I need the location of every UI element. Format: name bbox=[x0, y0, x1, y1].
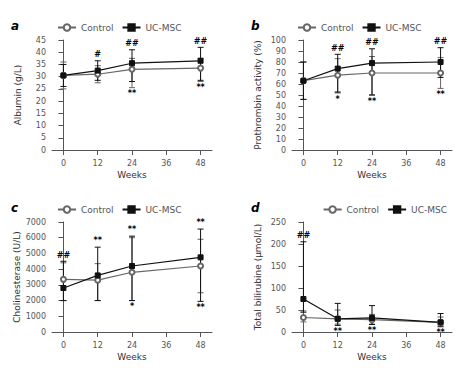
svg-text:24: 24 bbox=[127, 341, 137, 350]
svg-text:Control: Control bbox=[81, 23, 114, 33]
svg-text:##: ## bbox=[434, 37, 448, 46]
svg-text:1000: 1000 bbox=[26, 312, 46, 321]
svg-text:48: 48 bbox=[195, 341, 205, 350]
svg-text:3000: 3000 bbox=[26, 280, 46, 289]
svg-text:**: ** bbox=[368, 97, 377, 106]
svg-text:7000: 7000 bbox=[26, 218, 46, 227]
svg-text:10: 10 bbox=[276, 135, 286, 144]
svg-text:12: 12 bbox=[93, 341, 103, 350]
svg-text:30: 30 bbox=[36, 72, 46, 81]
svg-text:0: 0 bbox=[61, 159, 66, 168]
svg-text:*: * bbox=[130, 302, 135, 311]
svg-text:48: 48 bbox=[195, 159, 205, 168]
svg-text:0: 0 bbox=[281, 146, 286, 155]
svg-text:**: ** bbox=[128, 89, 137, 98]
svg-text:Prothrombin activity (%): Prothrombin activity (%) bbox=[253, 40, 263, 150]
svg-text:30: 30 bbox=[276, 113, 286, 122]
svg-text:b: b bbox=[251, 19, 260, 33]
svg-text:Cholinesterase (U/L): Cholinesterase (U/L) bbox=[12, 231, 22, 322]
svg-text:12: 12 bbox=[93, 159, 103, 168]
svg-text:Control: Control bbox=[81, 205, 114, 215]
svg-text:0: 0 bbox=[41, 328, 46, 337]
svg-text:10: 10 bbox=[36, 121, 46, 130]
svg-text:5: 5 bbox=[41, 133, 46, 142]
svg-text:c: c bbox=[11, 201, 18, 215]
svg-text:20: 20 bbox=[36, 97, 46, 106]
svg-text:20: 20 bbox=[276, 124, 286, 133]
svg-text:Control: Control bbox=[321, 23, 354, 33]
svg-text:12: 12 bbox=[333, 341, 343, 350]
svg-text:0: 0 bbox=[301, 341, 306, 350]
svg-text:Weeks: Weeks bbox=[117, 170, 147, 180]
svg-text:35: 35 bbox=[36, 60, 46, 69]
svg-text:##: ## bbox=[331, 44, 345, 53]
svg-text:36: 36 bbox=[161, 341, 171, 350]
svg-text:36: 36 bbox=[161, 159, 171, 168]
svg-text:36: 36 bbox=[401, 341, 411, 350]
svg-text:150: 150 bbox=[271, 262, 286, 271]
svg-text:Weeks: Weeks bbox=[357, 170, 387, 180]
svg-text:0: 0 bbox=[281, 328, 286, 337]
svg-text:##: ## bbox=[125, 39, 139, 48]
svg-text:**: ** bbox=[128, 225, 137, 234]
svg-text:##: ## bbox=[194, 37, 208, 46]
svg-text:48: 48 bbox=[435, 341, 445, 350]
svg-text:Control: Control bbox=[347, 205, 380, 215]
svg-text:60: 60 bbox=[276, 80, 286, 89]
svg-text:70: 70 bbox=[276, 69, 286, 78]
svg-text:**: ** bbox=[196, 83, 205, 92]
svg-text:0: 0 bbox=[301, 159, 306, 168]
svg-text:0: 0 bbox=[61, 341, 66, 350]
svg-text:0: 0 bbox=[41, 146, 46, 155]
svg-text:UC-MSC: UC-MSC bbox=[411, 205, 447, 215]
svg-text:*: * bbox=[336, 95, 341, 104]
svg-text:50: 50 bbox=[276, 91, 286, 100]
svg-text:50: 50 bbox=[276, 306, 286, 315]
svg-text:24: 24 bbox=[367, 159, 377, 168]
svg-text:**: ** bbox=[436, 328, 445, 337]
svg-text:24: 24 bbox=[127, 159, 137, 168]
svg-text:4000: 4000 bbox=[26, 265, 46, 274]
svg-text:##: ## bbox=[57, 251, 71, 260]
svg-text:**: ** bbox=[436, 90, 445, 99]
svg-text:**: ** bbox=[368, 326, 377, 335]
svg-text:2000: 2000 bbox=[26, 296, 46, 305]
svg-text:#: # bbox=[94, 50, 101, 59]
svg-text:100: 100 bbox=[271, 284, 286, 293]
svg-text:Total bilirubine (μmol/L): Total bilirubine (μmol/L) bbox=[253, 224, 263, 331]
svg-text:100: 100 bbox=[271, 36, 286, 45]
svg-text:80: 80 bbox=[276, 58, 286, 67]
svg-text:250: 250 bbox=[271, 218, 286, 227]
svg-text:6000: 6000 bbox=[26, 233, 46, 242]
svg-text:Weeks: Weeks bbox=[357, 352, 387, 362]
svg-text:UC-MSC: UC-MSC bbox=[146, 205, 182, 215]
svg-text:d: d bbox=[251, 201, 260, 215]
svg-text:**: ** bbox=[334, 327, 343, 336]
svg-text:36: 36 bbox=[401, 159, 411, 168]
svg-text:Weeks: Weeks bbox=[117, 352, 147, 362]
svg-text:UC-MSC: UC-MSC bbox=[146, 23, 182, 33]
svg-text:a: a bbox=[11, 19, 19, 33]
svg-text:Albumin (g/L): Albumin (g/L) bbox=[13, 65, 23, 126]
svg-text:90: 90 bbox=[276, 47, 286, 56]
svg-text:40: 40 bbox=[276, 102, 286, 111]
svg-text:**: ** bbox=[196, 303, 205, 312]
svg-text:200: 200 bbox=[271, 240, 286, 249]
svg-text:UC-MSC: UC-MSC bbox=[386, 23, 422, 33]
svg-text:**: ** bbox=[94, 236, 103, 245]
svg-text:##: ## bbox=[297, 231, 311, 240]
svg-text:25: 25 bbox=[36, 84, 46, 93]
svg-text:24: 24 bbox=[367, 341, 377, 350]
svg-text:5000: 5000 bbox=[26, 249, 46, 258]
svg-text:15: 15 bbox=[36, 109, 46, 118]
svg-text:48: 48 bbox=[435, 159, 445, 168]
svg-text:**: ** bbox=[196, 218, 205, 227]
svg-text:##: ## bbox=[365, 38, 379, 47]
svg-text:45: 45 bbox=[36, 36, 46, 45]
svg-text:40: 40 bbox=[36, 48, 46, 57]
svg-text:12: 12 bbox=[333, 159, 343, 168]
